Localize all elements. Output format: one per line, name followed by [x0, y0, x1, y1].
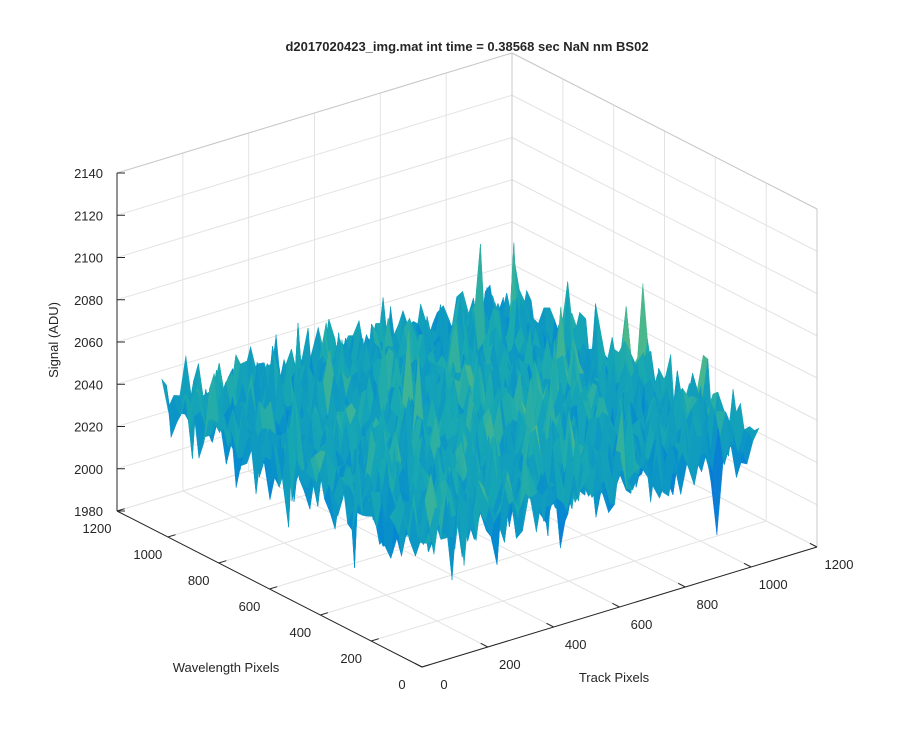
y-axis-label: Wavelength Pixels: [173, 660, 280, 675]
x-tick-label: 1200: [825, 557, 854, 572]
y-tick-mark: [218, 560, 227, 564]
x-tick-mark: [612, 602, 620, 608]
back-wall-grid-line: [116, 94, 513, 216]
y-tick-mark: [269, 586, 278, 590]
chart-title: d2017020423_img.mat int time = 0.38568 s…: [285, 39, 648, 54]
tick-labels: 0 200 400 600 800 1000 1200 0 200 400 600 800 1000 12…: [74, 166, 853, 692]
axes: [116, 172, 818, 668]
z-axis-label: Signal (ADU): [46, 302, 61, 378]
x-tick-mark: [414, 662, 423, 668]
x-tick-label: 200: [499, 657, 521, 672]
x-axis-label: Track Pixels: [579, 670, 650, 685]
y-tick-label: 400: [289, 625, 311, 640]
x-tick-label: 600: [631, 617, 653, 632]
back-wall-grid-line: [116, 137, 513, 258]
x-tick-label: 400: [565, 637, 587, 652]
x-tick-label: 0: [440, 677, 447, 692]
z-tick-label: 2060: [74, 335, 103, 350]
z-tick-label: 2100: [74, 251, 103, 266]
z-tick-label: 2120: [74, 208, 103, 223]
x-tick-mark: [743, 562, 752, 568]
y-tick-label: 800: [188, 573, 210, 588]
z-tick-label: 2040: [74, 377, 103, 392]
back-wall-grid-line: [116, 221, 513, 343]
x-tick-mark: [480, 642, 489, 648]
side-wall-grid-line: [511, 179, 818, 337]
y-tick-label: 200: [340, 651, 362, 666]
x-tick-mark: [809, 542, 818, 548]
z-tick-label: 1980: [74, 504, 103, 519]
side-wall-grid-line: [511, 137, 818, 294]
surface-plot: [161, 242, 760, 581]
floor-grid-line: [371, 520, 767, 642]
box-edge: [116, 52, 513, 174]
back-wall-grid-line: [116, 179, 513, 301]
side-wall-grid-line: [511, 263, 818, 421]
x-tick-label: 800: [696, 597, 718, 612]
y-tick-label: 0: [398, 677, 405, 692]
y-tick-mark: [421, 664, 430, 668]
y-tick-mark: [320, 612, 329, 616]
z-tick-label: 2080: [74, 293, 103, 308]
back-wall-grid-line: [116, 263, 513, 385]
y-tick-label: 600: [239, 599, 261, 614]
z-tick-label: 2020: [74, 420, 103, 435]
z-tick-label: 2000: [74, 462, 103, 477]
y-tick-mark: [167, 534, 176, 538]
x-tick-mark: [677, 582, 686, 588]
floor-grid-line: [320, 494, 716, 616]
surface-patch: [417, 519, 429, 546]
side-wall-grid-line: [511, 221, 818, 379]
box-edge: [511, 52, 818, 210]
z-tick-label: 2140: [74, 166, 103, 181]
x-tick-label: 1000: [759, 577, 788, 592]
side-wall-grid-line: [511, 94, 818, 252]
y-tick-label: 1000: [133, 547, 162, 562]
x-tick-mark: [546, 622, 554, 628]
y-tick-mark: [371, 638, 379, 642]
y-tick-label: 1200: [83, 521, 112, 536]
